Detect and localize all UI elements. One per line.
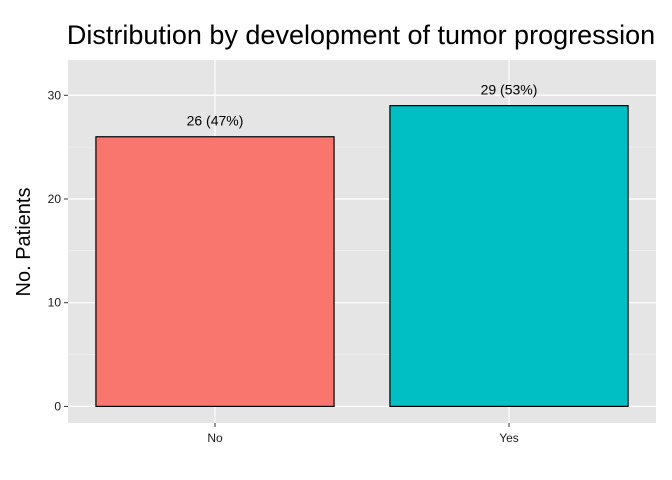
data-label-yes: 29 (53%) <box>481 82 538 98</box>
y-tick-label: 0 <box>54 399 61 413</box>
y-axis-label: No. Patients <box>13 188 35 297</box>
y-tick-label: 10 <box>48 296 62 310</box>
x-tick-label-yes: Yes <box>499 431 519 445</box>
y-tick-label: 20 <box>48 192 62 206</box>
y-axis: 0 10 20 30 <box>48 88 68 413</box>
chart-title: Distribution by development of tumor pro… <box>67 20 655 50</box>
y-tick-label: 30 <box>48 88 62 102</box>
bar-yes <box>389 105 629 408</box>
data-label-no: 26 (47%) <box>187 113 244 129</box>
bar-no <box>95 136 335 408</box>
x-tick-label-no: No <box>207 431 223 445</box>
data-labels: 26 (47%) 29 (53%) <box>187 82 538 129</box>
bars <box>95 105 629 408</box>
x-axis: No Yes <box>207 423 519 445</box>
